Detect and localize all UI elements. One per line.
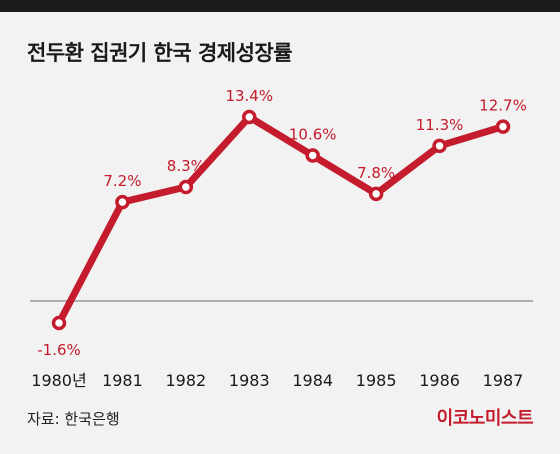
data-point	[242, 109, 257, 125]
series-line	[55, 113, 507, 327]
x-tick-label: 1984	[292, 371, 333, 390]
data-point	[305, 148, 320, 163]
value-label: 10.6%	[289, 125, 337, 143]
value-label: 7.8%	[357, 164, 395, 182]
x-axis-labels: 1980년 1981 1982 1983 1984 1985 1986 1987	[31, 371, 523, 390]
source-note: 자료: 한국은행	[27, 410, 120, 428]
x-tick-label: 1983	[229, 371, 270, 390]
brand-logo: 이코노미스트	[436, 408, 534, 429]
x-tick-label: 1986	[419, 371, 460, 390]
value-label: 11.3%	[416, 116, 464, 134]
data-point	[495, 119, 511, 134]
data-point	[115, 194, 130, 210]
top-rule	[0, 0, 560, 12]
x-tick-label: 1985	[356, 371, 397, 390]
value-label: -1.6%	[37, 341, 81, 359]
data-point	[178, 179, 194, 195]
data-points	[51, 109, 511, 331]
value-label: 12.7%	[479, 97, 527, 115]
data-point	[432, 138, 447, 154]
x-tick-label: 1982	[165, 371, 206, 390]
data-point	[368, 186, 384, 202]
value-labels: -1.6% 7.2% 8.3% 13.4% 10.6% 7.8% 11.3% 12.7%	[37, 87, 527, 359]
data-point	[51, 315, 67, 331]
chart-title: 전두환 집권기 한국 경제성장률	[27, 41, 293, 65]
x-tick-label: 1981	[102, 371, 143, 390]
value-label: 7.2%	[103, 172, 141, 190]
value-label: 8.3%	[167, 157, 205, 175]
value-label: 13.4%	[225, 87, 273, 105]
x-tick-label: 1980년	[31, 371, 86, 390]
x-tick-label: 1987	[483, 371, 524, 390]
